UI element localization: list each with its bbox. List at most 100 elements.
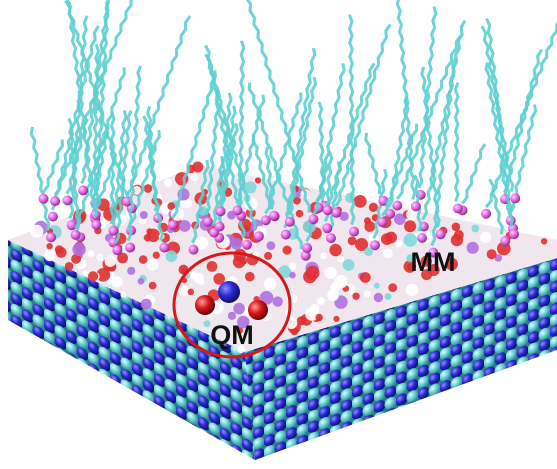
scene: QM MM — [0, 0, 557, 464]
surface-atom — [233, 256, 246, 269]
head-group — [46, 232, 56, 242]
surface-atom — [188, 289, 195, 296]
mm-label: MM — [411, 247, 456, 277]
surface-atom — [360, 272, 371, 283]
surface-atom — [191, 174, 199, 182]
surface-atom — [352, 293, 359, 300]
surface-atom — [233, 303, 245, 315]
head-group — [285, 217, 295, 227]
surface-atom — [327, 290, 339, 302]
head-group — [308, 214, 318, 224]
surface-atom — [138, 278, 145, 285]
surface-atom — [121, 292, 127, 298]
head-group — [481, 209, 491, 219]
surface-atom — [283, 246, 292, 255]
surface-atom — [325, 267, 337, 279]
surface-atom — [383, 248, 393, 258]
surface-atom — [289, 272, 296, 279]
oxygen-atom — [195, 295, 215, 315]
surface-atom — [30, 225, 43, 238]
surface-atom — [480, 232, 491, 243]
surface-atom — [541, 238, 547, 244]
head-group — [216, 206, 226, 216]
surface-atom — [72, 243, 85, 256]
head-group — [71, 230, 81, 240]
surface-atom — [88, 271, 98, 281]
nitrogen-atom — [218, 281, 240, 303]
surface-atom — [320, 252, 327, 259]
head-group — [242, 240, 252, 250]
surface-atom — [180, 200, 187, 207]
surface-atom — [454, 230, 464, 240]
surface-atom — [96, 254, 103, 261]
chain — [111, 112, 114, 224]
surface-atom — [144, 184, 153, 193]
head-group — [411, 201, 421, 211]
surface-atom — [87, 250, 94, 257]
surface-atom — [153, 252, 160, 259]
surface-atom — [364, 290, 371, 297]
surface-atom — [316, 314, 323, 321]
head-group — [78, 185, 88, 195]
surface-atom — [255, 177, 261, 183]
head-group — [91, 220, 101, 230]
surface-atom — [452, 223, 461, 232]
chain — [462, 144, 485, 204]
head-group — [322, 223, 332, 233]
surface-atom — [264, 278, 277, 291]
chain — [336, 24, 391, 206]
surface-atom — [105, 255, 117, 267]
surface-atom — [333, 316, 339, 322]
surface-atom — [374, 283, 380, 289]
surface-atom — [404, 220, 416, 232]
chain — [482, 26, 513, 191]
surface-atom — [471, 225, 479, 233]
surface-atom — [467, 242, 479, 254]
head-group — [159, 243, 169, 253]
head-group — [302, 243, 312, 253]
head-group — [500, 236, 510, 246]
surface-atom — [273, 296, 283, 306]
surface-atom — [374, 293, 383, 302]
chain — [366, 133, 380, 194]
surface-atom — [264, 252, 272, 260]
chain — [396, 0, 415, 199]
surface-atom — [140, 211, 148, 219]
surface-atom — [44, 250, 56, 262]
chain — [31, 127, 49, 231]
surface-atom — [396, 240, 403, 247]
head-group — [254, 231, 264, 241]
head-group — [189, 245, 199, 255]
surface-atom — [385, 232, 397, 244]
head-group — [326, 233, 336, 243]
surface-atom — [127, 267, 135, 275]
surface-atom — [329, 244, 341, 256]
head-group — [281, 230, 291, 240]
head-group — [331, 208, 341, 218]
surface-atom — [164, 179, 172, 187]
surface-atom — [149, 282, 157, 290]
surface-atom — [65, 262, 74, 271]
oxygen-atom — [248, 300, 268, 320]
surface-atom — [406, 284, 419, 297]
head-group — [112, 245, 122, 255]
surface-atom — [343, 259, 355, 271]
surface-atom — [296, 210, 304, 218]
head-group — [48, 212, 58, 222]
surface-atom — [194, 273, 204, 283]
surface-atom — [83, 270, 90, 277]
head-group — [63, 195, 73, 205]
head-group — [510, 193, 520, 203]
surface-atom — [385, 293, 392, 300]
surface-atom — [192, 162, 203, 173]
surface-atom — [267, 241, 276, 250]
surface-atom — [354, 195, 367, 208]
head-group — [392, 201, 402, 211]
head-group — [370, 240, 380, 250]
qm-label: QM — [210, 320, 254, 350]
surface-atom — [289, 263, 296, 270]
head-group — [417, 233, 427, 243]
page: QM MM (() => { const data = JSON.parse(d… — [0, 0, 557, 464]
surface-atom — [404, 233, 418, 247]
surface-atom — [245, 272, 255, 282]
